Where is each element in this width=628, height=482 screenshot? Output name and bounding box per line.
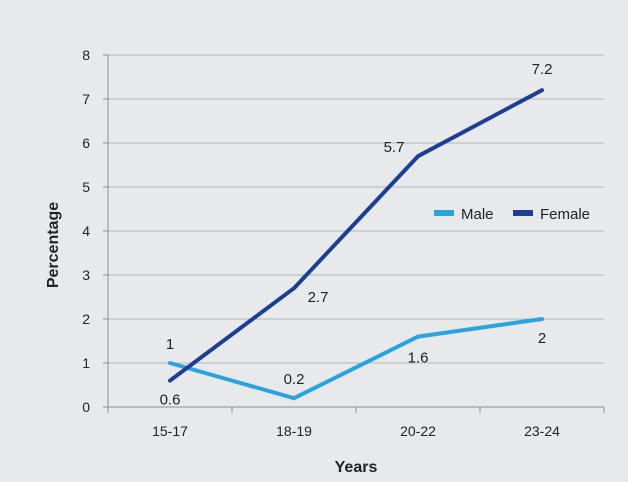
y-tick-5: 5 bbox=[82, 179, 90, 195]
y-tick-4: 4 bbox=[82, 223, 90, 239]
data-label-male-18-19: 0.2 bbox=[284, 371, 305, 388]
y-tick-8: 8 bbox=[82, 47, 90, 63]
data-label-female-20-22: 5.7 bbox=[384, 139, 405, 156]
data-label-female-18-19: 2.7 bbox=[308, 289, 329, 306]
x-tick-15-17: 15-17 bbox=[152, 423, 188, 439]
y-tick-6: 6 bbox=[82, 135, 90, 151]
y-axis-title: Percentage bbox=[45, 202, 62, 288]
legend-swatch-male bbox=[434, 210, 454, 216]
series-line-male bbox=[168, 317, 544, 401]
legend: Male Female bbox=[434, 206, 590, 223]
legend-label-male: Male bbox=[461, 206, 494, 223]
x-tick-labels: 15-17 18-19 20-22 23-24 bbox=[152, 423, 560, 439]
data-label-female-15-17: 0.6 bbox=[160, 392, 181, 409]
series-lines bbox=[168, 88, 544, 401]
x-tick-18-19: 18-19 bbox=[276, 423, 312, 439]
data-label-male-23-24: 2 bbox=[538, 330, 546, 347]
y-tick-1: 1 bbox=[82, 355, 90, 371]
x-axis-title: Years bbox=[335, 459, 378, 476]
series-line-female bbox=[168, 88, 544, 383]
y-tick-0: 0 bbox=[82, 399, 90, 415]
y-tick-7: 7 bbox=[82, 91, 90, 107]
data-label-female-23-24: 7.2 bbox=[532, 61, 553, 78]
y-tick-3: 3 bbox=[82, 267, 90, 283]
y-tick-2: 2 bbox=[82, 311, 90, 327]
x-tick-23-24: 23-24 bbox=[524, 423, 560, 439]
axes bbox=[103, 54, 605, 413]
data-label-male-15-17: 1 bbox=[166, 336, 174, 353]
legend-label-female: Female bbox=[540, 206, 590, 223]
legend-swatch-female bbox=[513, 210, 533, 216]
data-label-male-20-22: 1.6 bbox=[408, 350, 429, 367]
data-labels: 1 0.2 1.6 2 0.6 2.7 5.7 7.2 bbox=[160, 61, 553, 408]
x-tick-20-22: 20-22 bbox=[400, 423, 436, 439]
y-tick-labels: 0 1 2 3 4 5 6 7 8 bbox=[82, 47, 90, 415]
